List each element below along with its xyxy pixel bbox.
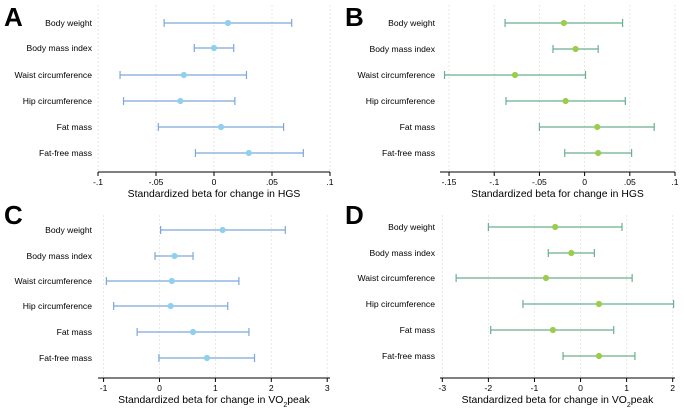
x-tick-label: -1 bbox=[531, 383, 539, 393]
x-axis-title-tail: peak bbox=[287, 395, 310, 406]
x-axis-title-tail: peak bbox=[631, 395, 654, 406]
point-estimate bbox=[549, 326, 557, 334]
point-estimate bbox=[542, 274, 550, 282]
point-estimate bbox=[167, 302, 174, 310]
x-axis-title-main: Standardized beta for change in VO bbox=[118, 395, 283, 406]
point-estimate bbox=[511, 71, 519, 79]
point-estimate bbox=[568, 249, 575, 257]
point-estimate bbox=[595, 149, 602, 157]
x-axis-title-subscript: 2 bbox=[283, 402, 287, 409]
x-tick-label: -.15 bbox=[442, 177, 457, 187]
category-label: Waist circumference bbox=[14, 276, 92, 286]
category-label: Fat mass bbox=[400, 122, 435, 132]
x-tick-label: -.1 bbox=[489, 177, 499, 187]
x-tick-label: -.05 bbox=[149, 177, 164, 187]
category-label: Waist circumference bbox=[14, 70, 92, 80]
x-tick-label: -.1 bbox=[93, 177, 103, 187]
x-tick-label: 1 bbox=[213, 383, 218, 393]
x-axis-title: Standardized beta for change in VO2peak bbox=[118, 395, 310, 409]
x-tick-label: .1 bbox=[671, 177, 678, 187]
category-label: Body mass index bbox=[27, 251, 93, 261]
point-estimate bbox=[180, 71, 187, 79]
category-label: Fat-free mass bbox=[39, 148, 92, 158]
point-estimate bbox=[572, 45, 579, 53]
category-label: Body mass index bbox=[370, 44, 436, 54]
category-label: Body weight bbox=[388, 222, 435, 232]
x-tick-label: -1 bbox=[100, 383, 108, 393]
point-estimate bbox=[562, 97, 569, 105]
x-tick-label: -.05 bbox=[532, 177, 547, 187]
point-estimate bbox=[203, 354, 211, 362]
category-label: Fat mass bbox=[57, 122, 92, 132]
point-estimate bbox=[171, 252, 178, 260]
x-tick-label: 1 bbox=[624, 383, 629, 393]
category-label: Body weight bbox=[388, 18, 435, 28]
category-label: Body weight bbox=[45, 225, 92, 235]
panel-letter: B bbox=[345, 2, 364, 32]
x-axis-title-main: Standardized beta for change in HGS bbox=[471, 189, 644, 200]
category-label: Body mass index bbox=[370, 248, 436, 258]
category-label: Fat-free mass bbox=[382, 351, 435, 361]
x-tick-label: 0 bbox=[582, 177, 587, 187]
point-estimate bbox=[219, 226, 226, 234]
x-tick-label: .1 bbox=[326, 177, 333, 187]
x-axis-title-main: Standardized beta for change in VO bbox=[462, 395, 627, 406]
panel-letter: A bbox=[4, 2, 23, 32]
x-tick-label: -2 bbox=[485, 383, 493, 393]
category-label: Fat mass bbox=[57, 327, 92, 337]
x-tick-label: 0 bbox=[212, 177, 217, 187]
x-tick-label: 0 bbox=[157, 383, 162, 393]
category-label: Hip circumference bbox=[366, 299, 435, 309]
x-axis-title-subscript: 2 bbox=[627, 402, 631, 409]
category-label: Waist circumference bbox=[357, 70, 435, 80]
panel-c: C -1 0 1 2 3 Standardized beta for change in V… bbox=[4, 200, 330, 409]
point-estimate bbox=[168, 277, 175, 285]
point-estimate bbox=[595, 300, 603, 308]
category-label: Waist circumference bbox=[357, 273, 435, 283]
x-tick-label: 2 bbox=[269, 383, 274, 393]
point-estimate bbox=[595, 352, 603, 360]
category-label: Fat-free mass bbox=[39, 353, 92, 363]
panel-a: A -.1 -.05 0 .05 .1 Standardized beta for chan… bbox=[4, 2, 334, 200]
panel-letter: C bbox=[4, 200, 23, 230]
category-label: Hip circumference bbox=[366, 96, 435, 106]
category-label: Fat-free mass bbox=[382, 148, 435, 158]
point-estimate bbox=[594, 123, 601, 131]
category-label: Body weight bbox=[45, 18, 92, 28]
category-label: Hip circumference bbox=[23, 301, 92, 311]
category-label: Body mass index bbox=[27, 43, 93, 53]
point-estimate bbox=[189, 328, 197, 336]
point-estimate bbox=[217, 123, 225, 131]
point-estimate bbox=[210, 44, 218, 52]
x-axis-title: Standardized beta for change in HGS bbox=[128, 189, 301, 200]
category-label: Hip circumference bbox=[23, 96, 92, 106]
x-tick-label: 3 bbox=[325, 383, 330, 393]
panel-letter: D bbox=[345, 200, 364, 230]
x-tick-label: -3 bbox=[438, 383, 446, 393]
x-axis-title-main: Standardized beta for change in HGS bbox=[128, 189, 301, 200]
x-tick-label: 2 bbox=[670, 383, 675, 393]
panel-b: B -.15 -.1 -.05 0 .05 .1 Standardized beta for … bbox=[345, 2, 679, 200]
x-axis-title: Standardized beta for change in HGS bbox=[471, 189, 644, 200]
x-tick-label: .05 bbox=[624, 177, 636, 187]
x-tick-label: 0 bbox=[578, 383, 583, 393]
point-estimate bbox=[177, 97, 184, 105]
point-estimate bbox=[245, 149, 252, 157]
point-estimate bbox=[224, 19, 232, 27]
point-estimate bbox=[552, 223, 559, 231]
category-label: Fat mass bbox=[400, 325, 435, 335]
x-tick-label: .05 bbox=[266, 177, 278, 187]
point-estimate bbox=[560, 19, 567, 27]
x-axis-title: Standardized beta for change in VO2peak bbox=[462, 395, 654, 409]
